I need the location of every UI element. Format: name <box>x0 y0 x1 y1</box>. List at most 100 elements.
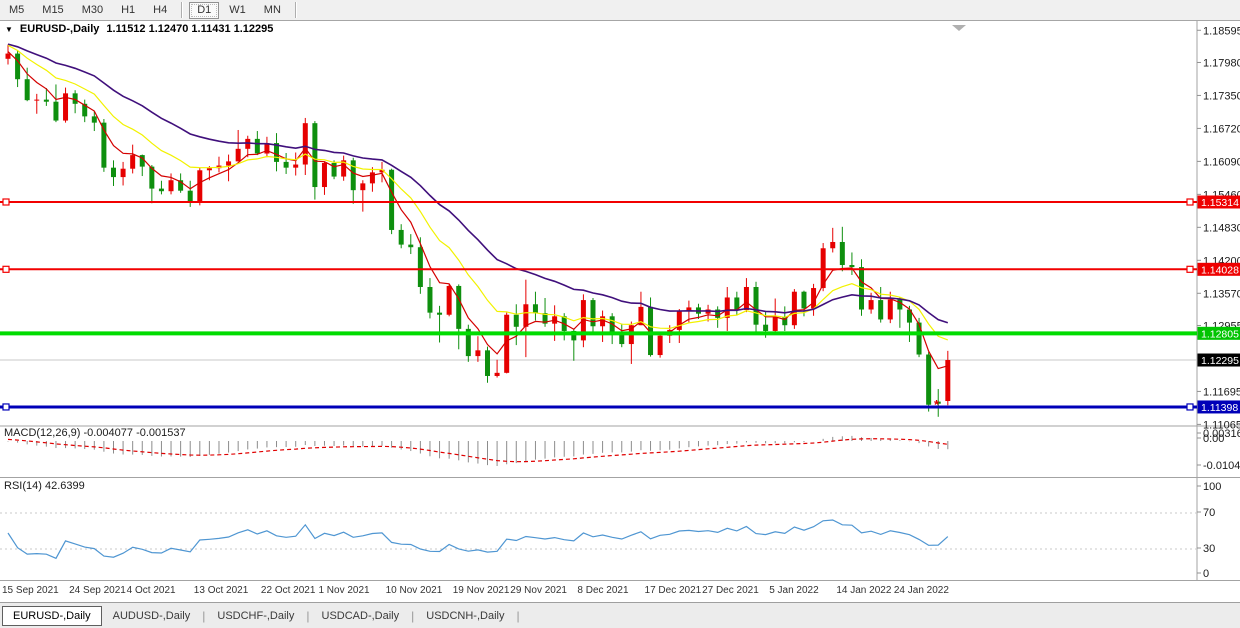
candle-body <box>331 162 337 177</box>
candle-body <box>475 350 481 357</box>
indicator-tick-label: -0.01043 <box>1203 460 1240 472</box>
candle-body <box>926 354 932 405</box>
ma-slow-line <box>7 43 949 324</box>
candle-body <box>830 241 836 249</box>
price-tick-label: 1.16090 <box>1203 156 1240 168</box>
price-tick-label: 1.13570 <box>1203 288 1240 300</box>
candle-body <box>715 309 721 318</box>
candle-body <box>532 304 538 314</box>
candle-body <box>139 155 145 167</box>
candle-body <box>15 53 21 80</box>
ma-fast-line <box>7 51 948 370</box>
candle-body <box>523 304 529 327</box>
candle-body <box>906 309 912 323</box>
chart-shift-marker-icon[interactable] <box>952 25 966 31</box>
candle-body <box>91 116 97 123</box>
candle-body <box>53 101 59 121</box>
hline-handle[interactable] <box>2 198 10 206</box>
macd-indicator-label: MACD(12,26,9) -0.004077 -0.001537 <box>4 427 186 439</box>
chart-tab-bar: EURUSD-,Daily AUDUSD-,Daily | USDCHF-,Daily… <box>0 602 1240 628</box>
candle-body <box>245 138 251 149</box>
timeframe-button-h4[interactable]: H4 <box>145 2 175 19</box>
candle-body <box>734 297 740 311</box>
date-label: 13 Oct 2021 <box>194 585 249 596</box>
hline-handle[interactable] <box>1186 403 1194 411</box>
price-tick-label: 1.16720 <box>1203 123 1240 135</box>
current-price-badge <box>1197 353 1240 367</box>
timeframe-button-h1[interactable]: H1 <box>113 2 143 19</box>
tab-usdchf[interactable]: USDCHF-,Daily <box>217 609 295 622</box>
candle-body <box>72 93 78 104</box>
candle-body <box>916 322 922 355</box>
tab-audusd[interactable]: AUDUSD-,Daily <box>112 609 191 622</box>
timeframe-button-mn[interactable]: MN <box>256 2 289 19</box>
candle-body <box>82 103 88 117</box>
price-badge <box>1197 195 1240 209</box>
toolbar-separator <box>294 2 297 18</box>
candle-body <box>254 138 260 154</box>
price-tick-label: 1.11065 <box>1203 419 1240 431</box>
indicator-tick-label: 0.00 <box>1203 433 1224 445</box>
chart-canvas[interactable]: 1.18595 1.17980 1.17350 1.16720 1.16090 1.154… <box>0 0 1240 602</box>
tab-separator: | <box>306 608 310 623</box>
candle-body <box>945 360 951 401</box>
chart-symbol-label: EURUSD-,Daily <box>19 23 100 35</box>
hline-handle[interactable] <box>1186 198 1194 206</box>
collapse-arrow-icon[interactable]: ▼ <box>5 24 13 34</box>
candle-body <box>235 148 241 162</box>
price-badge-label: 1.14028 <box>1201 264 1239 276</box>
timeframe-button-w1[interactable]: W1 <box>221 2 254 19</box>
timeframe-button-d1[interactable]: D1 <box>189 1 220 19</box>
date-label: 17 Dec 2021 <box>645 585 702 596</box>
candle-body <box>590 300 596 327</box>
timeframe-button-m15[interactable]: M15 <box>34 2 71 19</box>
candle-body <box>302 123 308 165</box>
candlestick-series <box>5 44 951 417</box>
candle-body <box>657 335 663 356</box>
date-label: 22 Oct 2021 <box>261 585 316 596</box>
macd-histogram <box>7 435 949 466</box>
candle-body <box>542 313 548 324</box>
candle-body <box>638 306 644 326</box>
candle-body <box>34 99 40 101</box>
price-tick-label: 1.14830 <box>1203 222 1240 234</box>
candle-body <box>868 300 874 310</box>
date-label: 1 Nov 2021 <box>318 585 370 596</box>
candle-body <box>935 401 941 404</box>
candle-body <box>321 162 327 188</box>
chart-title: ▼ EURUSD-,Daily 1.11512 1.12470 1.11431 … <box>5 23 273 35</box>
tab-usdcad[interactable]: USDCAD-,Daily <box>321 609 400 622</box>
signal-asterisk-marker: * <box>934 397 940 412</box>
candle-body <box>676 310 682 330</box>
price-tick-label: 1.17980 <box>1203 57 1240 69</box>
timeframe-button-m30[interactable]: M30 <box>74 2 111 19</box>
candle-body <box>619 332 625 345</box>
candle-body <box>389 169 395 230</box>
candle-body <box>887 299 893 320</box>
candle-body <box>494 372 500 376</box>
candle-body <box>724 297 730 318</box>
tab-eurusd[interactable]: EURUSD-,Daily <box>2 605 102 626</box>
indicator-tick-label: 30 <box>1203 543 1215 555</box>
candle-body <box>686 307 692 311</box>
candle-body <box>63 93 69 121</box>
candle-body <box>897 299 903 310</box>
hline-handle[interactable] <box>2 265 10 273</box>
candle-body <box>168 180 174 192</box>
hline-handle[interactable] <box>1186 265 1194 273</box>
timeframe-button-m5[interactable]: M5 <box>1 2 32 19</box>
chart-svg[interactable]: 1.185951.179801.173501.167201.160901.154… <box>0 0 1240 602</box>
candle-body <box>417 247 423 288</box>
date-label: 15 Sep 2021 <box>2 585 59 596</box>
candle-body <box>379 169 385 173</box>
candle-body <box>130 155 136 169</box>
candle-body <box>849 265 855 268</box>
date-label: 8 Dec 2021 <box>577 585 629 596</box>
hline-handle[interactable] <box>2 403 10 411</box>
tab-usdcnh[interactable]: USDCNH-,Daily <box>426 609 505 622</box>
candle-body <box>782 316 788 326</box>
tab-separator: | <box>411 608 415 623</box>
candle-body <box>350 160 356 191</box>
candle-body <box>43 99 49 102</box>
candle-body <box>446 285 452 315</box>
